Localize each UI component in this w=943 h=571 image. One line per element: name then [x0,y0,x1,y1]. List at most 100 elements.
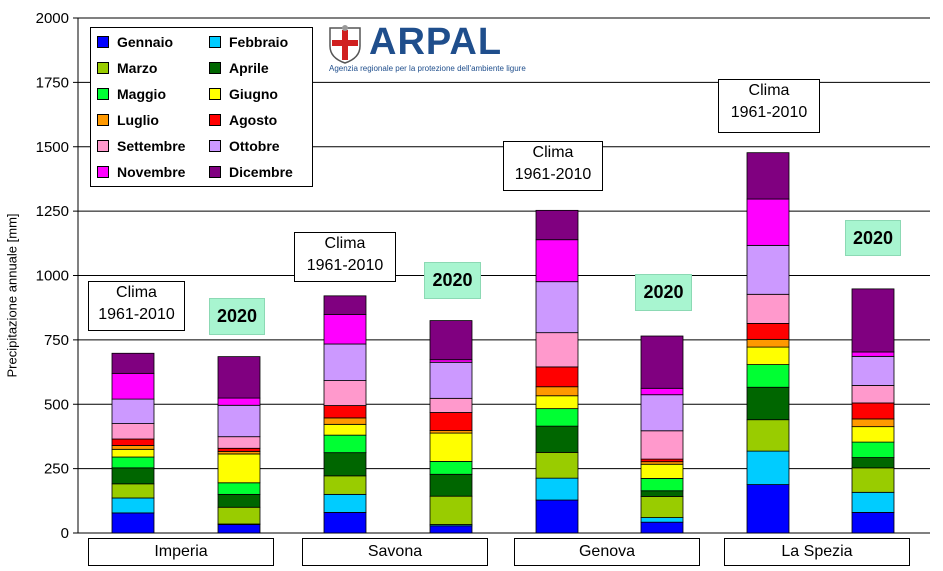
region-label-imperia: Imperia [88,538,274,566]
clima-label-line2: 1961-2010 [514,166,592,183]
bar-segment-marzo [535,452,579,479]
bar-segment-giugno [640,463,684,479]
bar-segment-novembre [851,351,895,357]
bar-segment-gennaio [429,525,473,534]
bar-segment-luglio [851,418,895,428]
bar-segment-luglio [746,338,790,348]
legend-swatch [209,140,221,152]
year-label-savona: 2020 [424,262,481,299]
bar-segment-ottobre [851,355,895,386]
year-label-imperia: 2020 [209,298,265,335]
bar-segment-gennaio [111,512,155,534]
bar-segment-giugno [429,432,473,462]
bar-segment-marzo [217,506,261,525]
bar-segment-maggio [535,408,579,427]
y-tick-label: 0 [61,525,69,542]
legend-swatch [209,114,221,126]
legend-swatch [209,62,221,74]
bar-segment-settembre [640,430,684,460]
y-tick-label: 1750 [36,74,69,91]
bar-segment-giugno [217,453,261,484]
bar-segment-aprile [323,452,367,477]
legend-swatch [209,166,221,178]
bar-segment-febbraio [851,491,895,513]
bar-segment-ottobre [323,343,367,381]
bar-segment-novembre [640,387,684,396]
bar-segment-settembre [217,436,261,449]
bar-segment-gennaio [535,499,579,534]
bar-segment-agosto [746,322,790,340]
bar-segment-marzo [640,496,684,518]
bar-segment-aprile [851,457,895,469]
bar-segment-ottobre [535,281,579,334]
bar-segment-giugno [535,395,579,410]
legend-swatch [97,62,109,74]
bar-segment-gennaio [323,512,367,534]
legend-label: Maggio [117,86,166,102]
y-tick-label: 1000 [36,268,69,285]
bar-segment-ottobre [746,244,790,295]
bar-segment-novembre [111,372,155,400]
bar-segment-giugno [323,423,367,436]
year-label-genova: 2020 [635,274,692,311]
bar-segment-settembre [111,423,155,440]
bar-segment-luglio [323,417,367,425]
bar-segment-febbraio [111,497,155,514]
bar-segment-marzo [323,475,367,495]
bar-segment-marzo [111,483,155,499]
bar-segment-dicembre [851,288,895,353]
y-tick-label: 2000 [36,10,69,27]
legend-swatch [97,140,109,152]
year-label-la-spezia: 2020 [845,220,901,256]
y-tick-label: 1250 [36,203,69,220]
legend-item-settembre: Settembre [97,136,185,156]
legend-swatch [97,88,109,100]
legend-item-ottobre: Ottobre [209,136,280,156]
bar-segment-febbraio [535,477,579,501]
bar-segment-novembre [323,313,367,345]
arpal-logo: ARPAL Agenzia regionale per la protezion… [327,22,527,78]
legend-label: Gennaio [117,34,174,50]
bar-segment-settembre [429,397,473,413]
region-label-la-spezia: La Spezia [724,538,910,566]
bar-segment-ottobre [111,398,155,424]
bar-segment-settembre [323,380,367,406]
bar-segment-luglio [535,386,579,397]
bar-segment-agosto [535,366,579,388]
bar-segment-settembre [746,293,790,324]
legend-item-luglio: Luglio [97,110,159,130]
legend-label: Marzo [117,60,158,76]
bar-segment-febbraio [640,517,684,523]
clima-label-line2: 1961-2010 [98,306,175,323]
bar-segment-giugno [746,346,790,365]
bar-segment-ottobre [429,361,473,399]
legend-label: Settembre [117,138,186,154]
bar-segment-febbraio [746,450,790,485]
region-label-savona: Savona [302,538,488,566]
bar-segment-maggio [323,434,367,454]
y-tick-label: 250 [44,461,69,478]
legend-swatch [97,166,109,178]
legend-label: Dicembre [229,164,293,180]
legend-item-aprile: Aprile [209,58,269,78]
clima-label-line1: Clima [324,235,366,252]
bar-segment-dicembre [429,320,473,361]
logo-wordmark: ARPAL [369,21,503,63]
bar-segment-aprile [429,473,473,497]
bar-segment-aprile [746,386,790,421]
bar-segment-agosto [429,412,473,431]
bar-segment-aprile [535,425,579,453]
bar-segment-settembre [535,332,579,368]
bar-segment-marzo [429,495,473,525]
bar-segment-aprile [217,493,261,508]
bar-segment-dicembre [111,352,155,374]
bar-segment-aprile [111,467,155,485]
bar-segment-dicembre [640,335,684,389]
bar-segment-marzo [746,419,790,452]
y-axis-title: Precipitazione annuale [mm] [4,213,20,378]
legend-swatch [97,36,109,48]
bar-segment-gennaio [217,524,261,534]
bar-segment-dicembre [217,356,261,399]
bar-segment-maggio [640,478,684,492]
legend-item-agosto: Agosto [209,110,277,130]
